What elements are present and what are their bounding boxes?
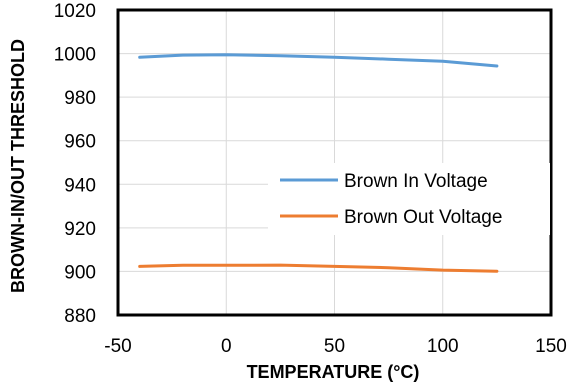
y-axis-title: BROWN-IN/OUT THRESHOLD — [8, 39, 28, 293]
y-tick-label: 920 — [64, 219, 96, 240]
legend: Brown In Voltage Brown Out Voltage — [268, 163, 550, 235]
y-tick-labels: 880 900 920 940 960 980 1000 1020 — [54, 1, 96, 327]
y-tick-label: 960 — [64, 132, 96, 153]
plot-frame — [116, 8, 553, 317]
y-tick-label: 900 — [64, 262, 96, 283]
x-tick-label: 0 — [221, 336, 232, 357]
y-tick-label: 1020 — [54, 1, 96, 22]
series-line-brown-out — [138, 263, 499, 273]
legend-label-brown-in: Brown In Voltage — [344, 171, 488, 192]
legend-label-brown-out: Brown Out Voltage — [344, 207, 502, 228]
x-tick-label: 100 — [427, 336, 459, 357]
series-line-brown-in — [138, 53, 499, 68]
y-tick-label: 880 — [64, 306, 96, 327]
legend-background — [268, 163, 550, 235]
y-tick-label: 1000 — [54, 45, 96, 66]
x-axis-title: TEMPERATURE (°C) — [247, 362, 420, 382]
x-tick-labels: -50 0 50 100 150 — [104, 336, 567, 357]
x-tick-label: 50 — [324, 336, 345, 357]
x-tick-label: 150 — [535, 336, 567, 357]
series-lines — [138, 53, 499, 273]
x-tick-label: -50 — [104, 336, 131, 357]
y-tick-label: 980 — [64, 88, 96, 109]
y-tick-label: 940 — [64, 175, 96, 196]
